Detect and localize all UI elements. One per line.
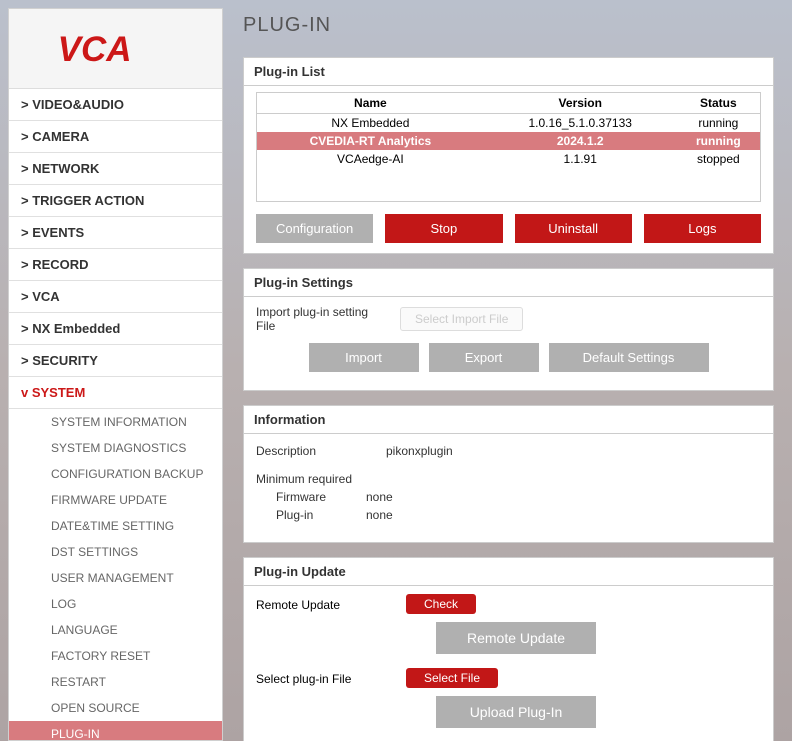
plugin-settings-title: Plug-in Settings bbox=[244, 269, 773, 297]
plugin-col-2: Status bbox=[677, 93, 760, 114]
nav-item-1[interactable]: > CAMERA bbox=[9, 121, 222, 153]
description-label: Description bbox=[256, 444, 386, 458]
plugin-col-1: Version bbox=[484, 93, 677, 114]
plugin-cell-status: stopped bbox=[677, 150, 760, 168]
nav-sub-item-8[interactable]: LANGUAGE bbox=[9, 617, 222, 643]
nav-top: > VIDEO&AUDIO> CAMERA> NETWORK> TRIGGER … bbox=[9, 89, 222, 409]
nav-item-2[interactable]: > NETWORK bbox=[9, 153, 222, 185]
plugin-table-wrap[interactable]: NameVersionStatus NX Embedded1.0.16_5.1.… bbox=[256, 92, 761, 202]
plugin-cell-version: 2024.1.2 bbox=[484, 132, 677, 150]
plugin-row-0[interactable]: NX Embedded1.0.16_5.1.0.37133running bbox=[257, 114, 760, 133]
logs-button[interactable]: Logs bbox=[644, 214, 761, 243]
nav-sub-item-1[interactable]: SYSTEM DIAGNOSTICS bbox=[9, 435, 222, 461]
export-button[interactable]: Export bbox=[429, 343, 539, 372]
nav-item-0[interactable]: > VIDEO&AUDIO bbox=[9, 89, 222, 121]
plugin-table: NameVersionStatus NX Embedded1.0.16_5.1.… bbox=[257, 93, 760, 168]
min-required-label: Minimum required bbox=[256, 472, 386, 486]
remote-update-label: Remote Update bbox=[256, 594, 386, 612]
nav-item-7[interactable]: > NX Embedded bbox=[9, 313, 222, 345]
nav-sub-item-0[interactable]: SYSTEM INFORMATION bbox=[9, 409, 222, 435]
plugin-min-value: none bbox=[366, 508, 393, 522]
plugin-col-0: Name bbox=[257, 93, 484, 114]
page-title: PLUG-IN bbox=[243, 14, 774, 37]
remote-update-button[interactable]: Remote Update bbox=[436, 622, 596, 654]
plugin-action-row: Configuration Stop Uninstall Logs bbox=[244, 214, 773, 243]
plugin-cell-status: running bbox=[677, 114, 760, 133]
plugin-cell-name: CVEDIA-RT Analytics bbox=[257, 132, 484, 150]
nav-sub-item-12[interactable]: PLUG-IN bbox=[9, 721, 222, 740]
nav-sub: SYSTEM INFORMATIONSYSTEM DIAGNOSTICSCONF… bbox=[9, 409, 222, 740]
select-import-file-button[interactable]: Select Import File bbox=[400, 307, 523, 331]
select-file-button[interactable]: Select File bbox=[406, 668, 498, 688]
nav-item-6[interactable]: > VCA bbox=[9, 281, 222, 313]
plugin-cell-status: running bbox=[677, 132, 760, 150]
nav-item-8[interactable]: > SECURITY bbox=[9, 345, 222, 377]
svg-text:VCA: VCA bbox=[57, 30, 131, 69]
plugin-cell-name: NX Embedded bbox=[257, 114, 484, 133]
plugin-update-panel: Plug-in Update Remote Update Check Remot… bbox=[243, 557, 774, 741]
plugin-list-title: Plug-in List bbox=[244, 58, 773, 86]
nav-sub-item-10[interactable]: RESTART bbox=[9, 669, 222, 695]
sidebar: VCA > VIDEO&AUDIO> CAMERA> NETWORK> TRIG… bbox=[8, 8, 223, 741]
information-title: Information bbox=[244, 406, 773, 434]
nav-sub-item-7[interactable]: LOG bbox=[9, 591, 222, 617]
nav-item-4[interactable]: > EVENTS bbox=[9, 217, 222, 249]
main: PLUG-IN Plug-in List NameVersionStatus N… bbox=[223, 0, 792, 741]
firmware-label: Firmware bbox=[256, 490, 366, 504]
plugin-row-2[interactable]: VCAedge-AI1.1.91stopped bbox=[257, 150, 760, 168]
nav-sub-item-6[interactable]: USER MANAGEMENT bbox=[9, 565, 222, 591]
configuration-button[interactable]: Configuration bbox=[256, 214, 373, 243]
nav-sub-item-2[interactable]: CONFIGURATION BACKUP bbox=[9, 461, 222, 487]
plugin-cell-name: VCAedge-AI bbox=[257, 150, 484, 168]
nav-item-9[interactable]: v SYSTEM bbox=[9, 377, 222, 409]
plugin-min-label: Plug-in bbox=[256, 508, 366, 522]
nav-sub-item-9[interactable]: FACTORY RESET bbox=[9, 643, 222, 669]
plugin-settings-panel: Plug-in Settings Import plug-in setting … bbox=[243, 268, 774, 391]
plugin-cell-version: 1.1.91 bbox=[484, 150, 677, 168]
default-settings-button[interactable]: Default Settings bbox=[549, 343, 709, 372]
select-plugin-file-label: Select plug-in File bbox=[256, 668, 386, 686]
import-file-label: Import plug-in setting File bbox=[256, 305, 386, 333]
nav-sub-item-11[interactable]: OPEN SOURCE bbox=[9, 695, 222, 721]
plugin-row-1[interactable]: CVEDIA-RT Analytics2024.1.2running bbox=[257, 132, 760, 150]
plugin-update-title: Plug-in Update bbox=[244, 558, 773, 586]
nav-sub-item-3[interactable]: FIRMWARE UPDATE bbox=[9, 487, 222, 513]
description-value: pikonxplugin bbox=[386, 444, 453, 458]
plugin-list-panel: Plug-in List NameVersionStatus NX Embedd… bbox=[243, 57, 774, 254]
import-button[interactable]: Import bbox=[309, 343, 419, 372]
information-panel: Information Description pikonxplugin Min… bbox=[243, 405, 774, 543]
nav-item-5[interactable]: > RECORD bbox=[9, 249, 222, 281]
check-button[interactable]: Check bbox=[406, 594, 476, 614]
vca-logo-icon: VCA bbox=[41, 21, 191, 76]
nav-sub-item-4[interactable]: DATE&TIME SETTING bbox=[9, 513, 222, 539]
logo: VCA bbox=[9, 9, 222, 89]
nav: > VIDEO&AUDIO> CAMERA> NETWORK> TRIGGER … bbox=[9, 89, 222, 740]
nav-sub-item-5[interactable]: DST SETTINGS bbox=[9, 539, 222, 565]
nav-item-3[interactable]: > TRIGGER ACTION bbox=[9, 185, 222, 217]
stop-button[interactable]: Stop bbox=[385, 214, 502, 243]
uninstall-button[interactable]: Uninstall bbox=[515, 214, 632, 243]
upload-plugin-button[interactable]: Upload Plug-In bbox=[436, 696, 596, 728]
plugin-cell-version: 1.0.16_5.1.0.37133 bbox=[484, 114, 677, 133]
firmware-value: none bbox=[366, 490, 393, 504]
